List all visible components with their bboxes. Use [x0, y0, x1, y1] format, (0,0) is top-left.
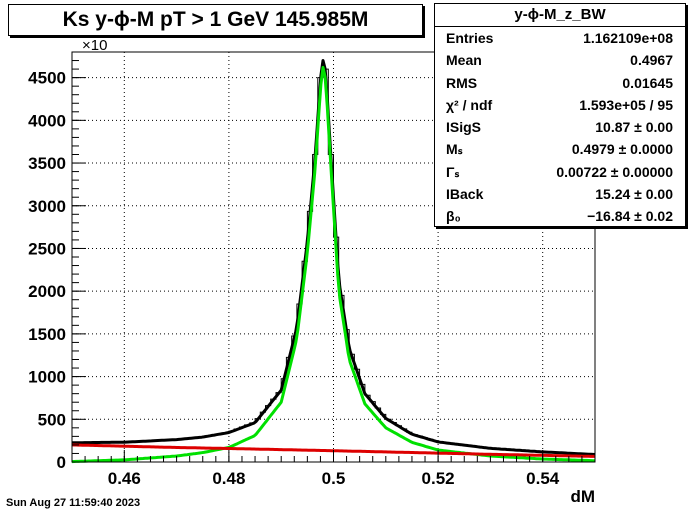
y-tick-label: 1500	[28, 325, 66, 344]
stat-row-ms: Mₛ 0.4979 ± 0.0000	[435, 138, 685, 160]
x-tick-label: 0.5	[322, 469, 346, 488]
y-tick-label: 0	[57, 453, 66, 472]
x-axis-label: dM	[570, 487, 595, 506]
stat-value: 1.162109e+08	[583, 30, 673, 46]
x-tick-label: 0.52	[422, 469, 455, 488]
stat-value: 0.00722 ± 0.00000	[556, 163, 673, 180]
stat-row-entries: Entries 1.162109e+08	[435, 27, 685, 49]
stat-label: Mean	[446, 52, 482, 69]
y-multiplier-label: ×10	[82, 37, 107, 54]
x-tick-label: 0.46	[108, 469, 141, 488]
plot-area	[71, 59, 596, 464]
stat-value: 0.4967	[630, 52, 673, 69]
stat-row-gamma: Γₛ 0.00722 ± 0.00000	[435, 161, 685, 183]
stat-row-mean: Mean 0.4967	[435, 49, 685, 71]
x-tick-label: 0.48	[212, 469, 245, 488]
stat-label: IBack	[446, 186, 484, 203]
stat-value: 10.87 ± 0.00	[595, 119, 673, 136]
stats-box: y-ϕ-M_z_BW Entries 1.162109e+08 Mean 0.496…	[434, 3, 686, 227]
y-tick-label: 4500	[28, 69, 66, 88]
y-tick-label: 500	[38, 410, 66, 429]
chart-title: Ks y-ϕ-M pT > 1 GeV 145.985M	[62, 8, 369, 31]
datestamp: Sun Aug 27 11:59:40 2023	[6, 497, 141, 509]
y-tick-label: 2500	[28, 239, 66, 258]
stat-label: χ² / ndf	[446, 96, 493, 113]
stat-value: 0.01645	[622, 74, 673, 91]
y-tick-label: 3000	[28, 197, 66, 216]
stat-label: β₀	[446, 208, 461, 225]
stat-label: ISigS	[446, 119, 482, 136]
stat-value: 1.593e+05 / 95	[579, 96, 673, 113]
stat-row-iback: IBack 15.24 ± 0.00	[435, 183, 685, 205]
y-tick-label: 2000	[28, 282, 66, 301]
y-tick-label: 3500	[28, 154, 66, 173]
chart-title-box: Ks y-ϕ-M pT > 1 GeV 145.985M	[8, 4, 423, 36]
y-tick-label: 1000	[28, 368, 66, 387]
y-tick-label: 4000	[28, 111, 66, 130]
stat-row-isigs: ISigS 10.87 ± 0.00	[435, 116, 685, 138]
stat-value: 0.4979 ± 0.0000	[571, 141, 673, 158]
stat-label: RMS	[446, 74, 478, 91]
stat-value: −16.84 ± 0.02	[587, 208, 673, 225]
stat-row-chi2: χ² / ndf 1.593e+05 / 95	[435, 94, 685, 116]
stat-label: Γₛ	[446, 163, 460, 180]
stat-value: 15.24 ± 0.00	[595, 186, 673, 203]
stat-label: Mₛ	[446, 141, 463, 158]
axes: 0.46 0.48 0.5 0.52 0.54 0 500 1000 1500 2000 2500 3…	[28, 51, 596, 488]
x-tick-label: 0.54	[526, 469, 560, 488]
stat-row-rms: RMS 0.01645	[435, 72, 685, 94]
stat-row-beta: β₀ −16.84 ± 0.02	[435, 205, 685, 227]
fit-signal-curve	[71, 65, 595, 464]
stat-label: Entries	[446, 30, 494, 46]
stats-title: y-ϕ-M_z_BW	[435, 4, 685, 27]
